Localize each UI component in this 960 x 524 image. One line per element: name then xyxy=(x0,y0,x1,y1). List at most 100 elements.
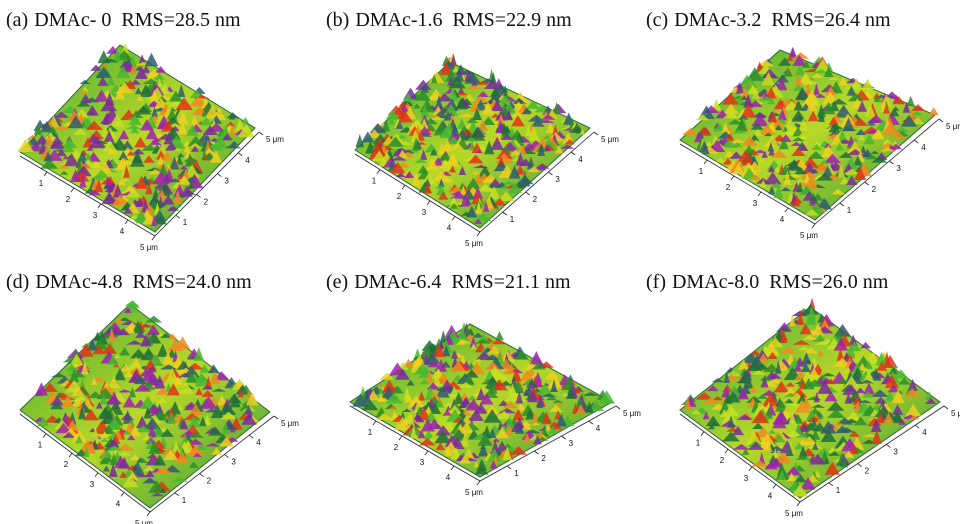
tick-mark xyxy=(503,212,507,215)
axis-tick-label: 5 μm xyxy=(785,509,803,518)
afm-surface xyxy=(680,298,940,498)
axis-tick-label: 1 xyxy=(510,215,515,224)
axis-tick-label: 4 xyxy=(447,223,452,232)
tick-mark xyxy=(731,176,734,180)
tick-mark xyxy=(701,432,704,436)
axis-tick-label: 4 xyxy=(768,491,773,500)
axis-tick-label: 1 xyxy=(38,441,43,450)
tick-mark xyxy=(829,483,833,486)
axis-tick-label: 2 xyxy=(204,197,209,206)
tick-mark xyxy=(402,185,405,189)
tick-mark xyxy=(548,172,552,175)
axis-tick-label: 4 xyxy=(116,499,121,508)
tick-mark xyxy=(797,502,800,506)
axis-tick-label: 5 μm xyxy=(140,243,158,252)
tick-mark xyxy=(889,161,893,164)
tick-mark xyxy=(238,153,242,156)
panel-title: (b)DMAc-1.6RMS=22.9 nm xyxy=(326,9,572,31)
panel-label: (a) xyxy=(6,9,28,31)
axis-tick-label: 3 xyxy=(896,164,901,173)
axis-tick-label: 2 xyxy=(64,460,69,469)
axis-tick-label: 1 xyxy=(847,206,852,215)
tick-mark xyxy=(915,425,919,428)
axis-tick-label: 5 μm xyxy=(266,135,284,144)
tick-mark xyxy=(373,421,376,425)
panel: (b)DMAc-1.6RMS=22.9 nm12345 μm12345 μm xyxy=(326,9,619,248)
axis-tick-label: 5 μm xyxy=(465,239,483,248)
axis-tick-label: 4 xyxy=(921,143,926,152)
surface-peak xyxy=(495,331,504,340)
tick-mark xyxy=(616,406,620,409)
tick-mark xyxy=(152,236,155,240)
axis-tick-label: 5 μm xyxy=(951,409,960,418)
tick-mark xyxy=(217,174,221,177)
tick-mark xyxy=(865,182,869,185)
axis-tick-label: 3 xyxy=(90,480,95,489)
axis-tick-label: 3 xyxy=(753,199,758,208)
afm-surface xyxy=(350,322,615,477)
axis-tick-label: 1 xyxy=(696,439,701,448)
afm-surface xyxy=(680,47,939,220)
tick-mark xyxy=(175,493,179,496)
axis-tick-label: 4 xyxy=(578,155,583,164)
panel-label: (c) xyxy=(646,9,668,31)
axis-tick-label: 5 μm xyxy=(281,419,299,428)
sample-name: DMAc-4.8 xyxy=(35,271,122,293)
panel: (d)DMAc-4.8RMS=24.0 nm12345 μm12345 μm xyxy=(6,271,299,524)
axis-tick-label: 5 μm xyxy=(946,122,960,131)
tick-mark xyxy=(526,192,530,195)
sample-name: DMAc-8.0 xyxy=(672,271,759,293)
figure: (a) DMAc- 0 RMS=28.5 nm 1 2 3 4 5 μm 1 2 3 4 5 μm (b)… xyxy=(0,0,960,524)
tick-mark xyxy=(44,172,47,176)
surface-peak xyxy=(242,117,249,122)
tick-mark xyxy=(477,232,480,236)
tick-mark xyxy=(274,416,278,419)
tick-mark xyxy=(95,473,98,477)
tick-mark xyxy=(725,449,728,453)
axis-tick-label: 2 xyxy=(533,195,538,204)
axis-tick-label: 3 xyxy=(555,175,560,184)
panel-title: (f)DMAc-8.0RMS=26.0 nm xyxy=(646,271,889,293)
tick-mark xyxy=(571,152,575,155)
tick-mark xyxy=(399,436,402,440)
tick-mark xyxy=(71,188,74,192)
sample-name: DMAc- 0 xyxy=(34,9,111,31)
tick-mark xyxy=(69,453,72,457)
tick-mark xyxy=(858,464,862,467)
axis-tick-label: 3 xyxy=(224,177,229,186)
panel: (f)DMAc-8.0RMS=26.0 nm12345 μm12345 μm xyxy=(646,271,960,518)
tick-mark xyxy=(125,220,128,224)
tick-mark xyxy=(939,119,943,122)
rms-value: RMS=22.9 nm xyxy=(453,9,573,31)
axis-tick-label: 2 xyxy=(865,467,870,476)
axis-tick-label: 1 xyxy=(372,177,377,186)
tick-mark xyxy=(785,208,788,212)
axis-tick-label: 1 xyxy=(514,469,519,478)
panel-label: (d) xyxy=(6,271,29,293)
axis-tick-label: 3 xyxy=(893,447,898,456)
tick-mark xyxy=(425,451,428,455)
surface-peak xyxy=(928,107,938,115)
tick-mark xyxy=(224,454,228,457)
axis-tick-label: 1 xyxy=(39,179,44,188)
axis-tick-label: 2 xyxy=(394,443,399,452)
tick-mark xyxy=(812,224,815,228)
tick-mark xyxy=(427,201,430,205)
axis-tick-label: 2 xyxy=(66,195,71,204)
axis-tick-label: 5 μm xyxy=(623,409,641,418)
panel-label: (b) xyxy=(326,9,349,31)
panel: (e)DMAc-6.4RMS=21.1 nm12345 μm12345 μm xyxy=(326,271,641,497)
axis-tick-label: 5 μm xyxy=(800,231,818,240)
tick-mark xyxy=(589,421,593,424)
rms-value: RMS=28.5 nm xyxy=(121,9,241,31)
axis-tick-label: 3 xyxy=(420,458,425,467)
axis-tick-label: 1 xyxy=(368,428,373,437)
surface-peak xyxy=(907,96,915,106)
tick-mark xyxy=(594,132,598,135)
axis-tick-label: 4 xyxy=(256,438,261,447)
axis-tick-label: 2 xyxy=(541,454,546,463)
axis-tick-label: 1 xyxy=(699,167,704,176)
panel-label: (e) xyxy=(326,271,348,293)
axis-tick-label: 2 xyxy=(397,192,402,201)
rms-value: RMS=21.1 nm xyxy=(451,271,571,293)
